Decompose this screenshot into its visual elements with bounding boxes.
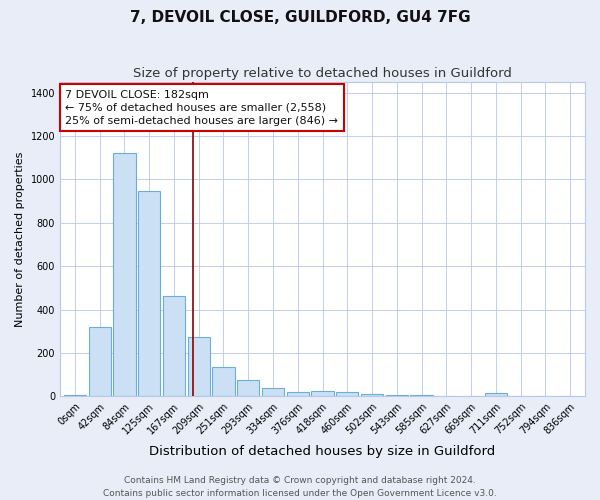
Bar	[485, 393, 507, 396]
Text: Contains HM Land Registry data © Crown copyright and database right 2024.
Contai: Contains HM Land Registry data © Crown c…	[103, 476, 497, 498]
Bar	[89, 327, 111, 396]
Bar	[113, 154, 136, 396]
Bar	[237, 380, 259, 396]
Bar	[188, 336, 210, 396]
Bar	[163, 296, 185, 396]
Bar	[138, 191, 160, 396]
Bar	[287, 392, 309, 396]
Bar	[262, 388, 284, 396]
Bar	[212, 367, 235, 396]
Title: Size of property relative to detached houses in Guildford: Size of property relative to detached ho…	[133, 68, 512, 80]
Bar	[64, 395, 86, 396]
Bar	[336, 392, 358, 396]
X-axis label: Distribution of detached houses by size in Guildford: Distribution of detached houses by size …	[149, 444, 496, 458]
Y-axis label: Number of detached properties: Number of detached properties	[15, 152, 25, 326]
Text: 7 DEVOIL CLOSE: 182sqm
← 75% of detached houses are smaller (2,558)
25% of semi-: 7 DEVOIL CLOSE: 182sqm ← 75% of detached…	[65, 90, 338, 126]
Bar	[386, 394, 408, 396]
Bar	[361, 394, 383, 396]
Text: 7, DEVOIL CLOSE, GUILDFORD, GU4 7FG: 7, DEVOIL CLOSE, GUILDFORD, GU4 7FG	[130, 10, 470, 25]
Bar	[410, 395, 433, 396]
Bar	[311, 391, 334, 396]
